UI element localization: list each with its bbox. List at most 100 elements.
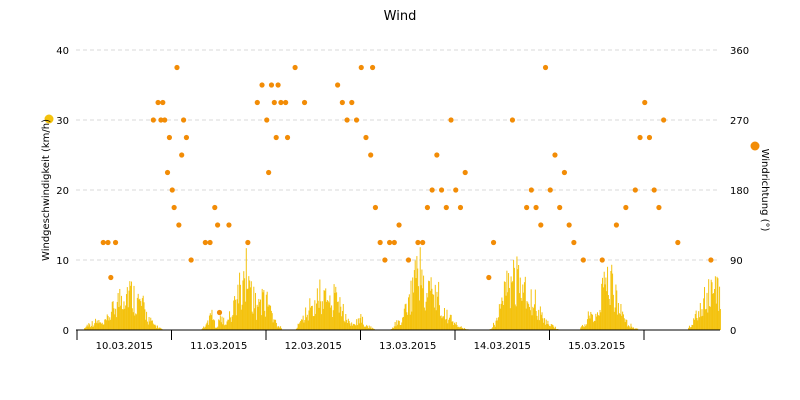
speed-bar xyxy=(317,300,319,330)
speed-bar xyxy=(260,315,262,330)
speed-bar xyxy=(436,291,438,330)
speed-bar xyxy=(499,308,501,330)
speed-bar xyxy=(84,327,86,330)
speed-bar xyxy=(360,314,362,330)
speed-bar xyxy=(428,280,430,330)
speed-bar xyxy=(497,320,499,330)
speed-bar xyxy=(688,325,690,330)
speed-bar xyxy=(508,273,510,330)
speed-bar xyxy=(505,295,507,330)
speed-bar xyxy=(248,276,250,330)
speed-bar xyxy=(346,322,348,330)
speed-bar xyxy=(547,320,549,330)
speed-bar xyxy=(402,317,404,330)
speed-bar xyxy=(690,327,692,330)
direction-point xyxy=(571,239,577,246)
speed-bar xyxy=(602,277,604,330)
direction-point xyxy=(387,239,393,246)
speed-bar xyxy=(628,326,630,330)
speed-bar xyxy=(691,324,693,330)
speed-bar xyxy=(532,306,534,330)
speed-bar xyxy=(626,319,628,330)
speed-bar xyxy=(90,325,92,330)
speed-bar xyxy=(598,315,600,330)
speed-bar xyxy=(704,287,706,330)
speed-bar xyxy=(456,325,458,330)
speed-bar xyxy=(533,308,535,330)
x-tick-label: 15.03.2015 xyxy=(568,341,625,352)
speed-bar xyxy=(344,322,346,330)
speed-bar xyxy=(508,287,510,330)
direction-point xyxy=(372,204,379,211)
speed-bar xyxy=(429,290,431,330)
speed-bar xyxy=(305,307,307,330)
speed-bar xyxy=(156,325,158,330)
speed-bar xyxy=(693,319,695,330)
speed-bar xyxy=(442,316,444,330)
speed-bar xyxy=(705,308,707,330)
speed-bar xyxy=(370,326,372,330)
speed-bar xyxy=(519,277,521,330)
direction-point xyxy=(434,152,440,158)
direction-point xyxy=(271,99,277,106)
speed-bar xyxy=(392,327,394,330)
speed-bar xyxy=(321,301,323,330)
direction-point xyxy=(353,117,360,123)
speed-bar xyxy=(445,318,447,330)
speed-bar xyxy=(714,276,716,330)
speed-bar xyxy=(202,328,204,330)
speed-bar xyxy=(265,294,267,330)
speed-bar xyxy=(96,320,98,330)
speed-bar xyxy=(236,299,238,330)
speed-bar xyxy=(220,322,222,330)
speed-bar xyxy=(308,310,310,330)
x-tick-label: 12.03.2015 xyxy=(285,341,342,352)
speed-bar xyxy=(583,327,585,330)
speed-bar xyxy=(604,284,606,330)
speed-bar xyxy=(255,319,257,330)
speed-bar xyxy=(413,270,415,330)
speed-bar xyxy=(548,324,550,330)
speed-bar xyxy=(233,300,235,330)
speed-bar xyxy=(249,287,251,330)
speed-bar xyxy=(417,268,419,330)
speed-bar xyxy=(581,326,583,330)
speed-bar xyxy=(207,320,209,330)
speed-bar xyxy=(109,317,111,330)
speed-bar xyxy=(103,324,105,330)
speed-bar xyxy=(586,324,588,330)
speed-bar xyxy=(259,301,261,330)
speed-bar xyxy=(119,288,121,330)
speed-bar xyxy=(229,311,231,330)
speed-bar xyxy=(321,314,323,330)
speed-bar xyxy=(708,279,710,330)
direction-point xyxy=(424,204,430,211)
speed-bar xyxy=(441,318,443,330)
speed-bar xyxy=(432,294,434,330)
speed-bar xyxy=(273,319,275,330)
speed-bar xyxy=(697,320,699,330)
speed-bar xyxy=(84,328,86,330)
speed-bar xyxy=(455,322,457,330)
speed-bar xyxy=(205,324,207,330)
speed-bar xyxy=(449,314,451,330)
y-left-tick-label: 0 xyxy=(63,326,69,337)
speed-bar xyxy=(609,305,611,330)
direction-point xyxy=(533,204,539,211)
direction-point xyxy=(528,187,534,193)
speed-bar xyxy=(521,300,523,330)
speed-bar xyxy=(250,281,252,330)
speed-bar xyxy=(603,271,605,330)
speed-bar xyxy=(637,328,639,330)
direction-point xyxy=(171,204,177,211)
speed-bar xyxy=(632,327,634,330)
speed-bar xyxy=(355,325,357,330)
speed-bar xyxy=(349,323,351,330)
direction-point xyxy=(524,204,530,211)
speed-bar xyxy=(716,276,718,330)
speed-bar xyxy=(536,315,538,330)
speed-bar xyxy=(106,314,108,330)
speed-bar xyxy=(333,284,335,330)
speed-bar xyxy=(397,324,399,330)
speed-bar xyxy=(222,324,224,330)
